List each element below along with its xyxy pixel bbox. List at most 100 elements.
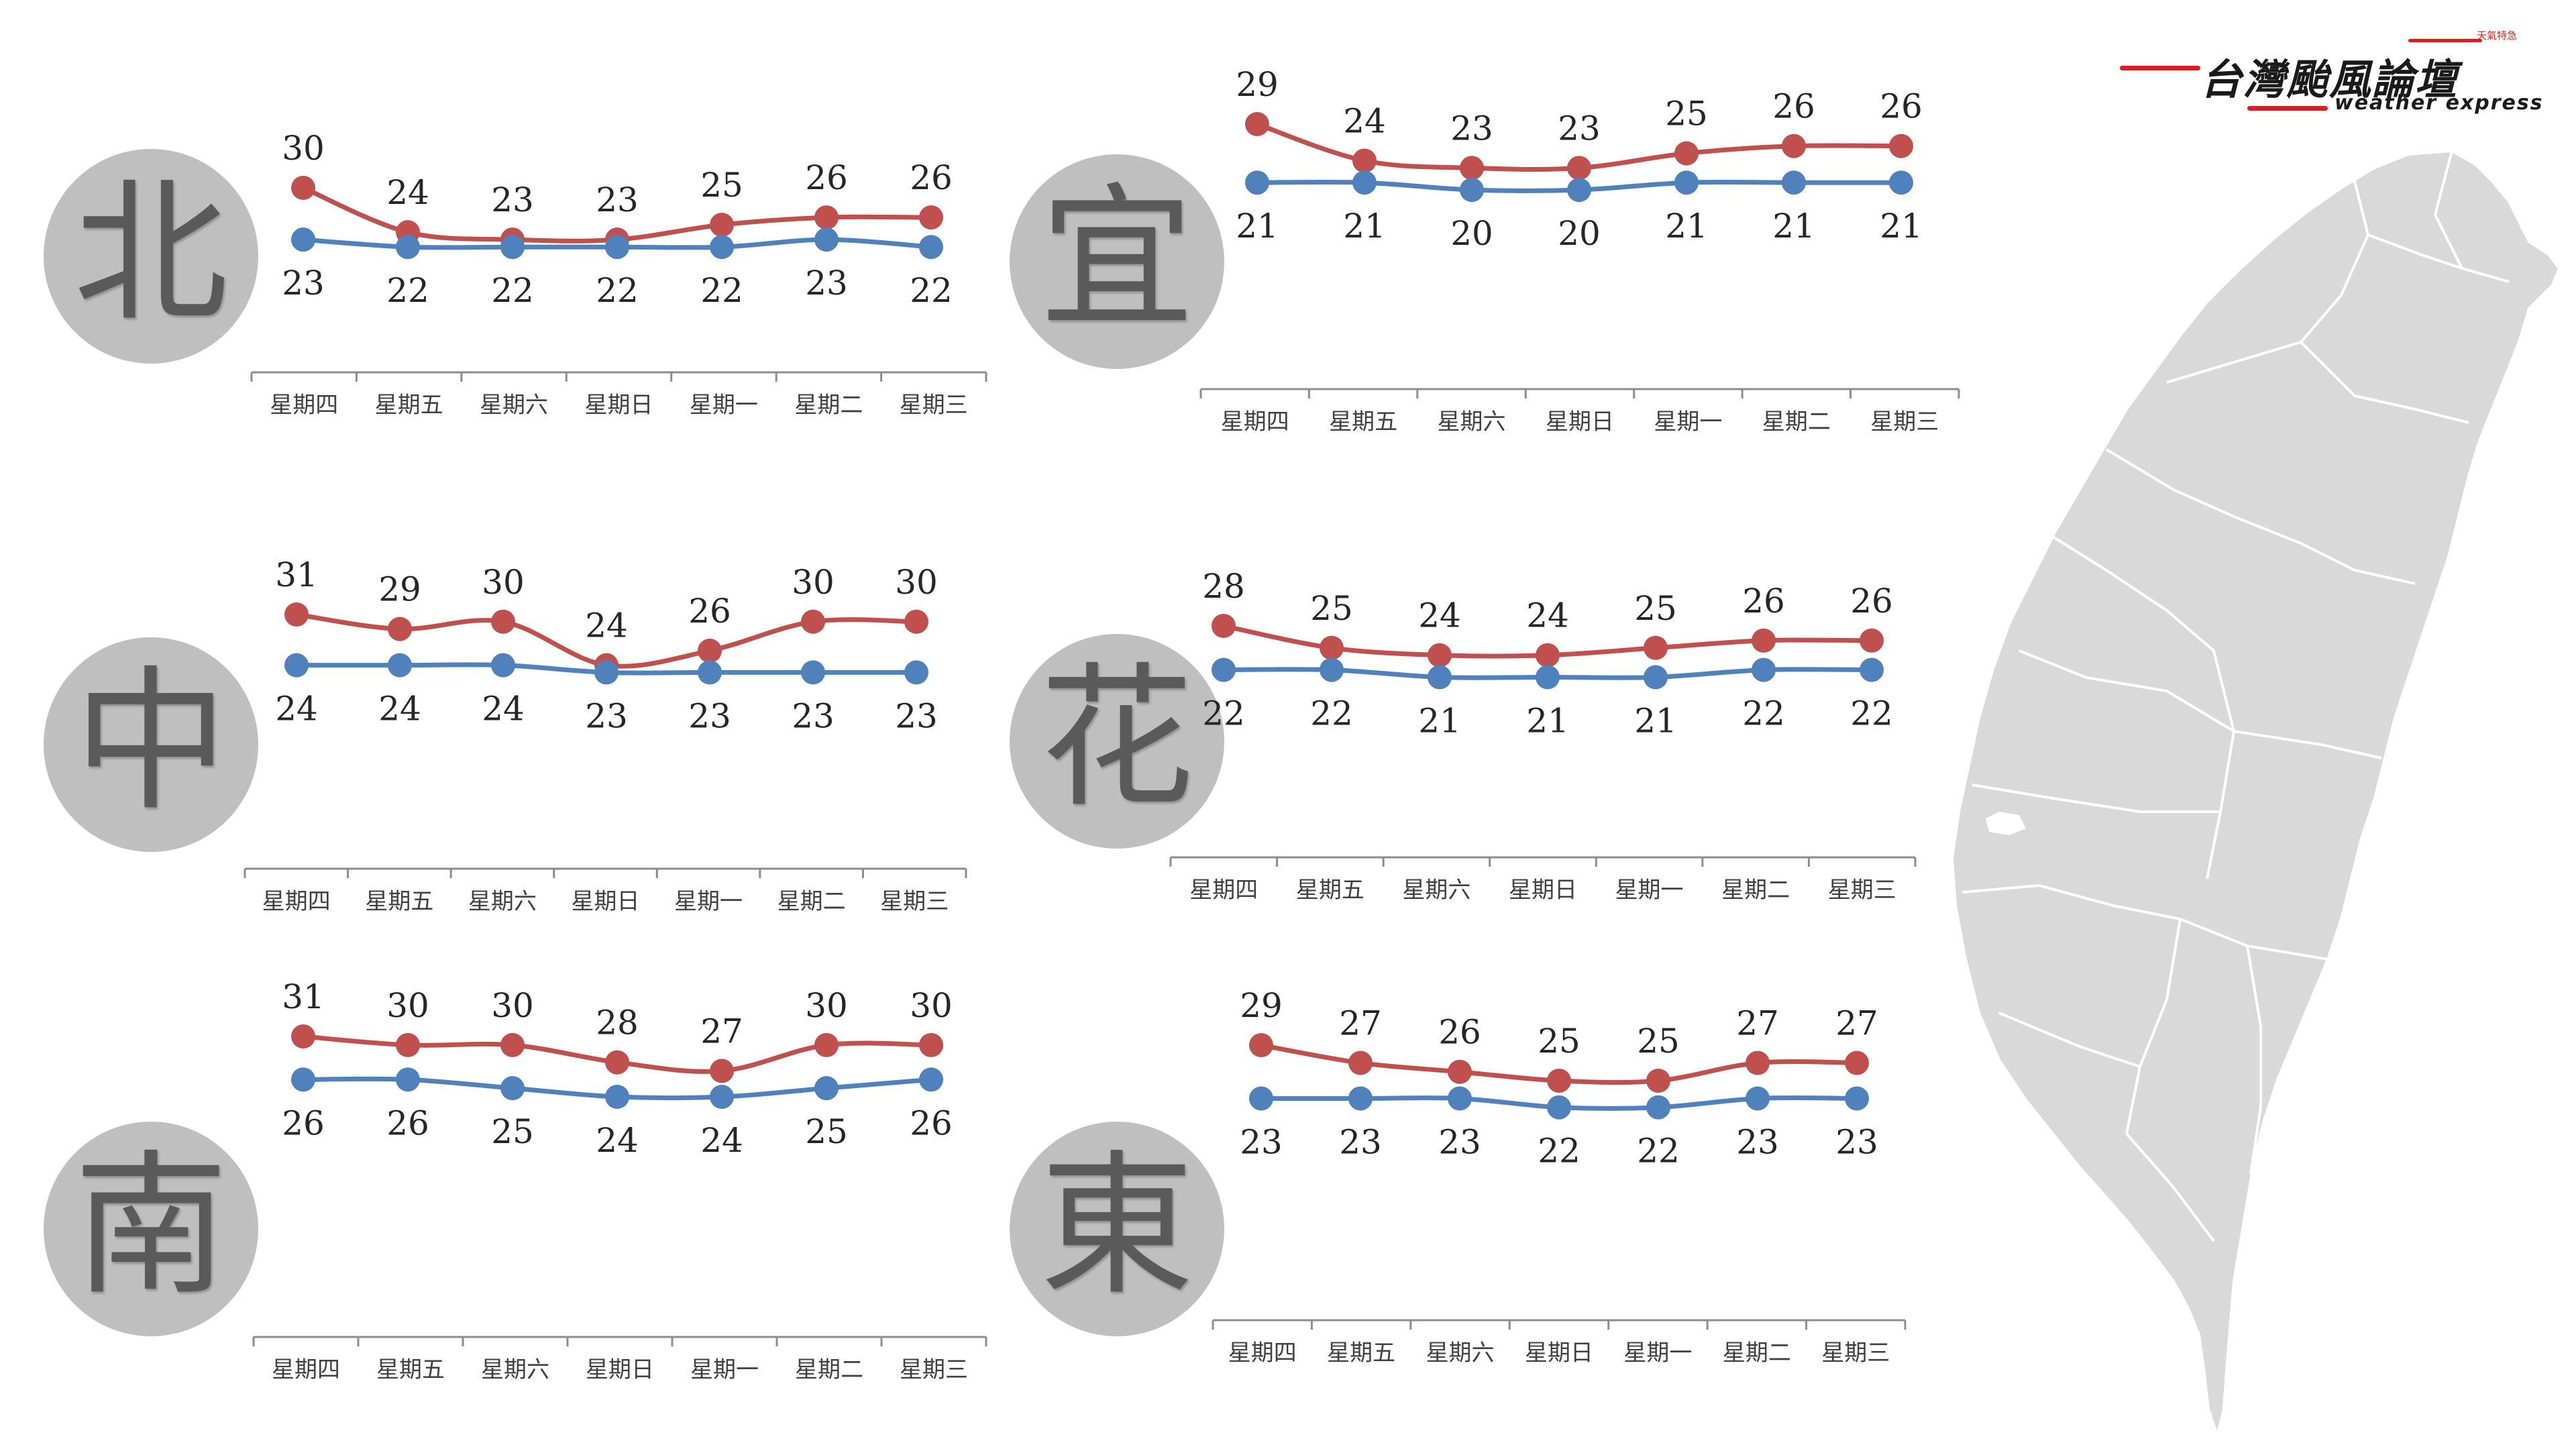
x-tick-label: 星期五 [1329,409,1397,435]
low-temp-point [1460,178,1484,203]
high-temp-label: 24 [1526,596,1569,635]
low-temp-point [1860,657,1884,682]
high-temp-label: 23 [596,180,639,219]
region-badge: 北 [44,149,258,364]
high-temp-point [814,1032,839,1057]
high-temp-label: 26 [1772,87,1815,126]
region-char: 宜 [1039,170,1194,349]
high-temp-point [1249,1033,1273,1057]
high-temp-label: 24 [585,606,628,645]
low-temp-label: 22 [700,271,743,310]
x-tick-label: 星期二 [1762,409,1831,435]
x-tick-label: 星期六 [1402,877,1470,904]
high-temp-point [1448,1059,1472,1084]
x-tick-label: 星期五 [375,392,443,419]
region-badge: 中 [44,637,258,852]
high-temp-point [500,1032,525,1057]
high-temp-point [291,176,315,200]
x-tick-label: 星期二 [1721,877,1790,904]
low-temp-point [1644,665,1668,690]
high-temp-label: 25 [1310,589,1353,628]
high-temp-point [396,1032,420,1057]
x-tick-label: 星期一 [690,392,758,419]
x-tick-label: 星期日 [1525,1340,1593,1366]
low-temp-point [500,235,525,260]
x-tick-label: 星期四 [272,1356,340,1383]
low-temp-label: 22 [596,271,639,310]
high-temp-label: 26 [688,592,731,631]
x-tick-label: 星期二 [794,392,863,419]
high-temp-label: 26 [1850,582,1893,621]
low-temp-point [605,235,629,260]
region-badge: 宜 [1010,154,1224,369]
low-temp-label: 22 [1637,1132,1680,1171]
region-badge: 花 [1010,634,1224,849]
x-tick-label: 星期三 [1870,409,1939,435]
low-temp-label: 23 [688,696,731,735]
low-temp-point [1889,170,1913,195]
high-temp-label: 26 [1438,1013,1481,1052]
x-tick-label: 星期日 [1509,877,1577,904]
low-temp-point [284,653,309,678]
logo: 天氣特急 台灣颱風論壇 weather express [2113,27,2549,127]
low-temp-point [491,653,515,678]
low-temp-label: 23 [1835,1122,1878,1161]
low-temp-point [500,1076,525,1101]
x-tick-label: 星期三 [900,1356,968,1383]
low-temp-point [814,227,839,252]
high-temp-point [1644,635,1668,660]
high-temp-label: 24 [1418,596,1461,635]
low-temp-label: 24 [596,1121,639,1160]
high-temp-label: 26 [910,158,953,197]
x-tick-label: 星期六 [481,1356,549,1383]
low-temp-label: 23 [805,264,848,303]
high-temp-point [1746,1051,1770,1075]
low-temp-point [919,1067,943,1092]
x-tick-label: 星期日 [572,888,640,915]
low-temp-point [1320,657,1344,682]
x-tick-label: 星期日 [586,1356,654,1383]
high-temp-point [710,213,734,237]
x-tick-label: 星期四 [1228,1340,1297,1366]
high-temp-point [291,1024,315,1049]
region-char: 北 [73,164,228,343]
low-temp-label: 21 [1665,207,1708,246]
high-temp-label: 26 [1880,87,1923,126]
low-temp-point [1674,170,1699,195]
high-temp-point [1460,156,1484,180]
high-temp-label: 30 [386,986,429,1025]
region-badge: 南 [44,1122,258,1336]
low-temp-point [396,235,420,260]
x-tick-label: 星期六 [1438,409,1506,435]
low-temp-point [594,660,619,685]
high-temp-point [814,205,839,230]
low-temp-point [396,1067,420,1092]
low-temp-point [1348,1086,1373,1111]
x-tick-label: 星期四 [270,392,338,419]
low-temp-point [1782,170,1806,195]
low-temp-point [919,235,943,260]
low-temp-label: 21 [1634,702,1677,741]
x-tick-label: 星期一 [1615,877,1684,904]
high-temp-point [919,205,943,230]
high-temp-label: 28 [596,1004,639,1042]
logo-subtitle: weather express [2334,91,2544,115]
low-temp-label: 21 [1772,207,1815,246]
high-temp-label: 25 [700,166,743,205]
high-temp-point [1547,1068,1571,1093]
high-temp-point [605,1050,629,1075]
high-temp-label: 31 [282,977,325,1016]
high-temp-point [710,1059,734,1083]
x-tick-label: 星期一 [674,888,743,915]
high-temp-point [1320,635,1344,660]
x-tick-label: 星期五 [1296,877,1364,904]
x-tick-label: 星期三 [1821,1340,1890,1366]
high-temp-point [1567,156,1591,180]
low-temp-label: 23 [282,264,325,303]
low-temp-point [605,1085,629,1109]
low-temp-label: 23 [895,696,938,735]
low-temp-label: 26 [910,1104,953,1142]
